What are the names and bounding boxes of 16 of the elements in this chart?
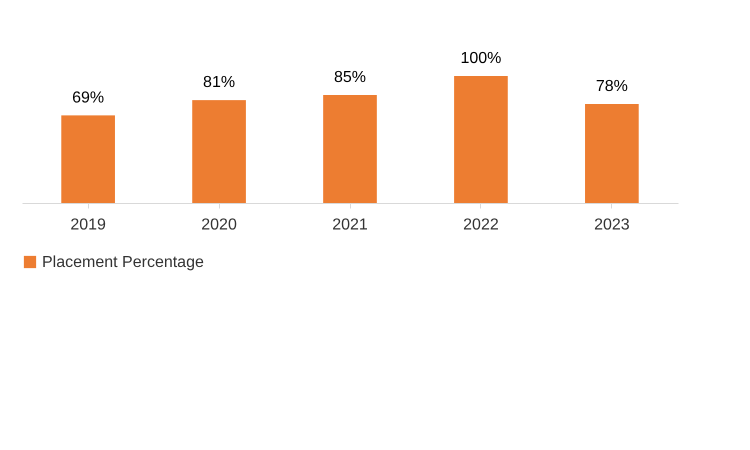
bar <box>61 115 115 203</box>
data-label: 78% <box>596 78 628 95</box>
x-tick-label: 2023 <box>594 216 630 234</box>
x-tick-label: 2022 <box>463 216 499 234</box>
data-label: 69% <box>72 89 104 106</box>
data-label: 81% <box>203 74 236 92</box>
x-tick-label: 2019 <box>70 216 106 234</box>
bar <box>454 76 508 203</box>
data-label: 100% <box>460 50 502 67</box>
bar <box>585 104 639 203</box>
x-tick-label: 2020 <box>201 216 237 234</box>
x-tick-label: 2021 <box>332 216 368 234</box>
bar <box>192 100 246 203</box>
legend-label: Placement Percentage <box>42 254 204 271</box>
bar <box>323 95 377 203</box>
data-label: 85% <box>334 69 366 86</box>
